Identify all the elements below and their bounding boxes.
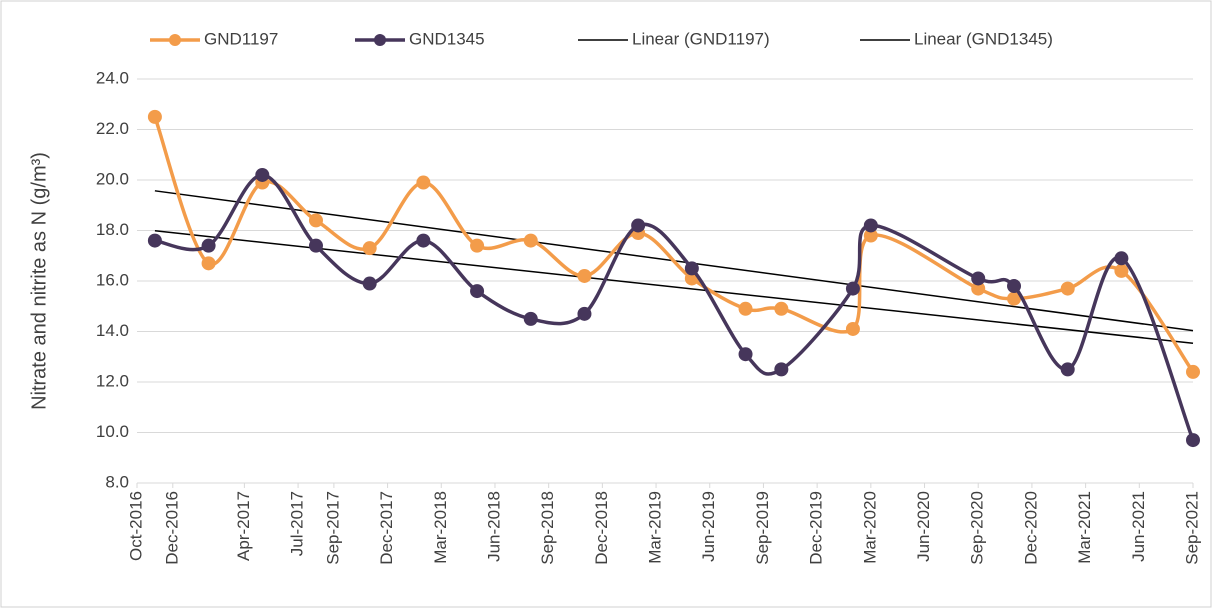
marker [971, 271, 986, 286]
marker [1114, 263, 1129, 278]
marker [147, 233, 162, 248]
x-tick-label: Oct-2016 [126, 491, 145, 561]
marker [470, 284, 485, 299]
x-tick-label: Jun-2018 [484, 491, 503, 562]
marker [774, 301, 789, 316]
x-tick-label: Dec-2018 [592, 491, 611, 565]
trendline [154, 229, 1194, 344]
marker [971, 281, 986, 296]
marker [577, 306, 592, 321]
marker [362, 241, 377, 256]
marker [255, 167, 270, 182]
marker [684, 261, 699, 276]
y-tick-label: 20.0 [96, 169, 129, 188]
marker [1186, 364, 1200, 379]
x-tick-label: Dec-2016 [162, 491, 181, 565]
x-tick-label: Mar-2018 [431, 491, 450, 564]
marker [631, 218, 646, 233]
marker [1114, 251, 1129, 266]
x-tick-label: Jun-2020 [914, 491, 933, 562]
x-tick-label: Jun-2021 [1129, 491, 1148, 562]
x-tick-label: Sep-2017 [323, 491, 342, 565]
x-tick-label: Sep-2018 [538, 491, 557, 565]
marker [308, 213, 323, 228]
series-line [154, 173, 1195, 441]
marker [523, 311, 538, 326]
y-tick-label: 12.0 [96, 371, 129, 390]
marker [1007, 279, 1022, 294]
marker [1060, 362, 1075, 377]
y-tick-label: 16.0 [96, 270, 129, 289]
marker [863, 218, 878, 233]
x-tick-label: Apr-2017 [234, 491, 253, 561]
x-tick-label: Mar-2020 [860, 491, 879, 564]
marker [845, 281, 860, 296]
marker [201, 238, 216, 253]
x-tick-label: Dec-2020 [1021, 491, 1040, 565]
marker [201, 256, 216, 271]
legend-marker [169, 34, 181, 46]
marker [470, 238, 485, 253]
marker [577, 268, 592, 283]
legend-label: GND1345 [409, 29, 485, 48]
marker [362, 276, 377, 291]
legend-marker [374, 34, 386, 46]
y-axis-label: Nitrate and nitrite as N (g/m³) [28, 152, 50, 410]
x-tick-label: Jul-2017 [288, 491, 307, 556]
legend-label: Linear (GND1197) [632, 29, 770, 48]
marker [738, 301, 753, 316]
x-tick-label: Jun-2019 [699, 491, 718, 562]
y-tick-label: 8.0 [105, 472, 129, 491]
x-tick-label: Sep-2020 [968, 491, 987, 565]
x-tick-label: Mar-2021 [1075, 491, 1094, 564]
marker [1186, 433, 1200, 448]
marker [738, 347, 753, 362]
marker [308, 238, 323, 253]
marker [147, 109, 162, 124]
marker [845, 321, 860, 336]
y-tick-label: 14.0 [96, 321, 129, 340]
x-tick-label: Sep-2019 [753, 491, 772, 565]
marker [523, 233, 538, 248]
x-tick-label: Mar-2019 [646, 491, 665, 564]
marker [1007, 291, 1022, 306]
marker [863, 228, 878, 243]
marker [416, 233, 431, 248]
legend-label: Linear (GND1345) [914, 29, 1053, 48]
y-tick-label: 18.0 [96, 220, 129, 239]
x-tick-label: Dec-2017 [377, 491, 396, 565]
y-tick-label: 24.0 [96, 68, 129, 87]
x-tick-label: Sep-2021 [1182, 491, 1201, 565]
legend-label: GND1197 [204, 29, 278, 48]
marker [416, 175, 431, 190]
y-tick-label: 22.0 [96, 119, 129, 138]
x-tick-label: Dec-2019 [807, 491, 826, 565]
marker [1060, 281, 1075, 296]
y-tick-label: 10.0 [96, 422, 129, 441]
marker [774, 362, 789, 377]
